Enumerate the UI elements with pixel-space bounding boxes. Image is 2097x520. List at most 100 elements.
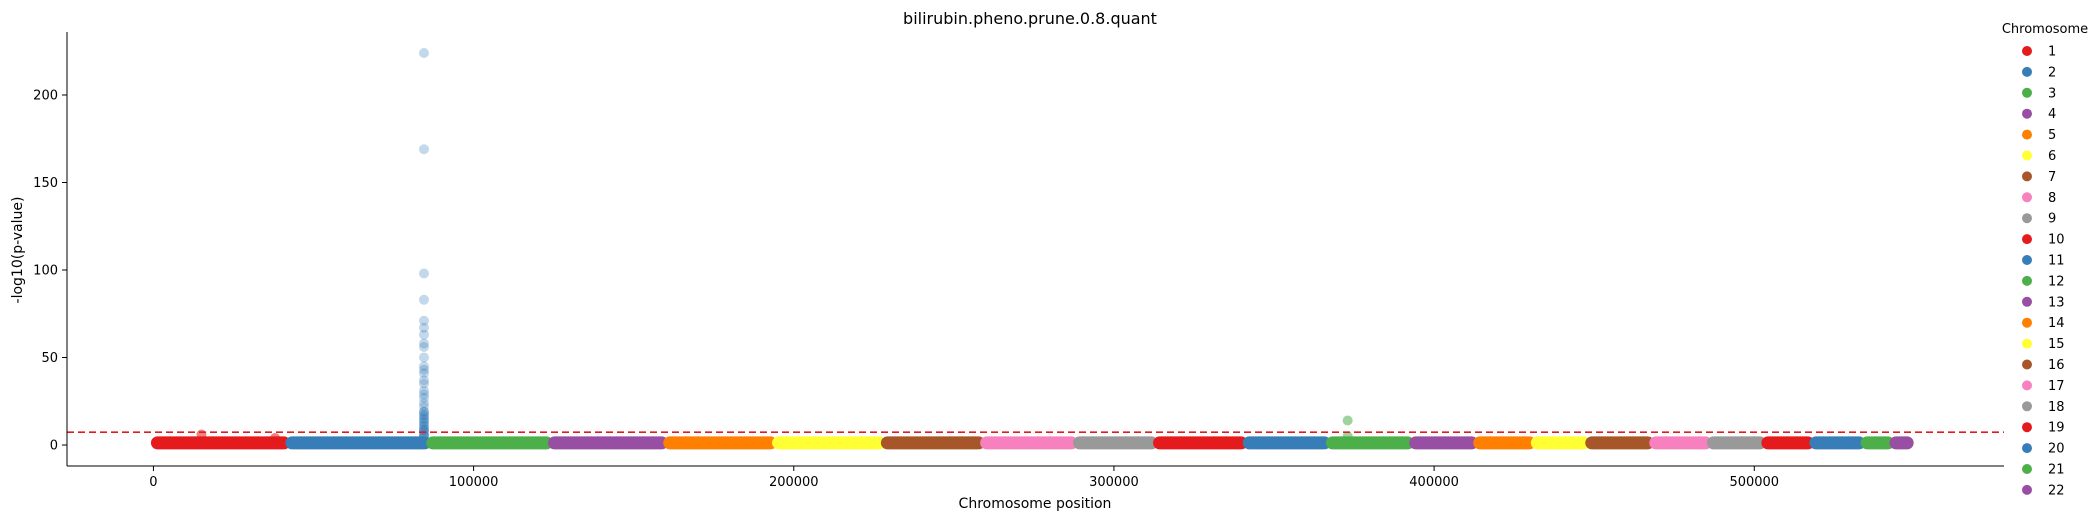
legend-item-chr-2: 2	[2022, 65, 2056, 80]
data-point-30	[418, 431, 429, 442]
legend-item-chr-20: 20	[2022, 442, 2065, 457]
plot-area	[67, 48, 2004, 450]
legend-marker	[2022, 87, 2032, 98]
legend-label: 21	[2048, 463, 2065, 478]
legend-marker	[2022, 46, 2032, 56]
legend-item-chr-22: 22	[2022, 483, 2065, 498]
legend-marker	[2022, 296, 2032, 307]
legend-marker	[2022, 484, 2032, 495]
legend-label: 17	[2048, 379, 2065, 394]
legend-item-chr-14: 14	[2022, 316, 2065, 331]
legend-label: 13	[2048, 295, 2065, 310]
legend-label: 9	[2048, 212, 2056, 227]
legend-title: Chromosome	[2002, 22, 2088, 37]
legend-marker	[2022, 380, 2032, 391]
legend-marker	[2022, 401, 2032, 412]
data-point-18	[418, 389, 429, 400]
legend-item-chr-9: 9	[2022, 212, 2056, 227]
data-point-8	[418, 329, 429, 340]
data-point-3	[418, 144, 429, 155]
legend-label: 6	[2048, 149, 2056, 164]
legend-label: 3	[2048, 86, 2056, 101]
data-point-17	[418, 385, 429, 396]
legend-item-chr-12: 12	[2022, 274, 2065, 289]
legend-marker	[2022, 443, 2032, 454]
legend-label: 11	[2048, 254, 2065, 269]
legend-marker	[2022, 338, 2032, 349]
axes	[66, 32, 2004, 467]
legend-marker	[2022, 422, 2032, 433]
legend-item-chr-1: 1	[2022, 45, 2056, 60]
data-point-6	[418, 315, 429, 326]
legend-item-chr-6: 6	[2022, 149, 2056, 164]
x-tick-label: 0	[149, 475, 157, 490]
legend-label: 10	[2048, 233, 2065, 248]
legend-label: 18	[2048, 400, 2065, 415]
data-point-32	[1342, 431, 1353, 442]
data-point-14	[418, 368, 429, 379]
data-point-0	[196, 429, 207, 440]
data-point-19	[418, 392, 429, 403]
legend-marker	[2022, 150, 2032, 161]
legend-label: 5	[2048, 128, 2056, 143]
legend-label: 7	[2048, 170, 2056, 185]
legend-marker	[2022, 317, 2032, 328]
legend-item-chr-5: 5	[2022, 128, 2056, 143]
data-point-15	[418, 375, 429, 386]
legend-item-chr-8: 8	[2022, 191, 2056, 206]
data-point-9	[418, 338, 429, 349]
x-axis-label: Chromosome position	[959, 496, 1112, 512]
y-tick-label: 150	[33, 176, 58, 191]
x-tick-label: 200000	[769, 475, 819, 490]
data-point-13	[418, 364, 429, 375]
legend-item-chr-4: 4	[2022, 107, 2056, 122]
legend-marker	[2022, 192, 2032, 203]
data-point-31	[1342, 415, 1353, 426]
x-ticks: 0 100000 200000 300000 400000 500000	[149, 466, 1779, 490]
data-point-7	[418, 322, 429, 333]
legend: Chromosome 12345678910111213141516171819…	[2002, 22, 2088, 498]
data-point-16	[418, 378, 429, 389]
legend-item-chr-15: 15	[2022, 337, 2065, 352]
legend-label: 4	[2048, 107, 2056, 122]
legend-item-chr-11: 11	[2022, 254, 2065, 269]
data-point-4	[418, 268, 429, 279]
data-point-5	[418, 294, 429, 305]
legend-marker	[2022, 108, 2032, 119]
x-tick-label: 100000	[449, 475, 499, 490]
legend-item-chr-3: 3	[2022, 86, 2056, 101]
x-tick-label: 400000	[1409, 475, 1459, 490]
data-point-10	[418, 342, 429, 352]
legend-marker	[2022, 359, 2032, 370]
y-tick-label: 100	[33, 264, 58, 279]
y-tick-label: 50	[41, 351, 58, 366]
legend-marker	[2022, 275, 2032, 286]
x-tick-label: 300000	[1089, 475, 1139, 490]
data-point-20	[418, 398, 429, 408]
legend-marker	[2022, 171, 2032, 182]
data-point-12	[418, 361, 429, 372]
legend-label: 19	[2048, 421, 2065, 436]
legend-marker	[2022, 255, 2032, 265]
y-axis-label: -log10(p-value)	[10, 197, 26, 304]
data-point-1	[270, 433, 281, 443]
legend-label: 2	[2048, 65, 2056, 80]
legend-item-chr-16: 16	[2022, 358, 2065, 373]
legend-item-chr-17: 17	[2022, 379, 2065, 394]
legend-item-chr-18: 18	[2022, 400, 2065, 415]
legend-label: 14	[2048, 316, 2065, 331]
y-ticks: 0 50 100 150 200	[33, 89, 67, 454]
legend-marker	[2022, 213, 2032, 224]
chart-title: bilirubin.pheno.prune.0.8.quant	[903, 9, 1157, 28]
legend-item-chr-19: 19	[2022, 421, 2065, 436]
legend-label: 20	[2048, 442, 2065, 457]
legend-label: 15	[2048, 337, 2065, 352]
y-tick-label: 200	[33, 89, 58, 104]
legend-label: 1	[2048, 45, 2056, 60]
legend-marker	[2022, 464, 2032, 474]
legend-marker	[2022, 66, 2032, 77]
legend-label: 16	[2048, 358, 2065, 373]
legend-item-chr-13: 13	[2022, 295, 2065, 310]
legend-label: 22	[2048, 483, 2065, 498]
